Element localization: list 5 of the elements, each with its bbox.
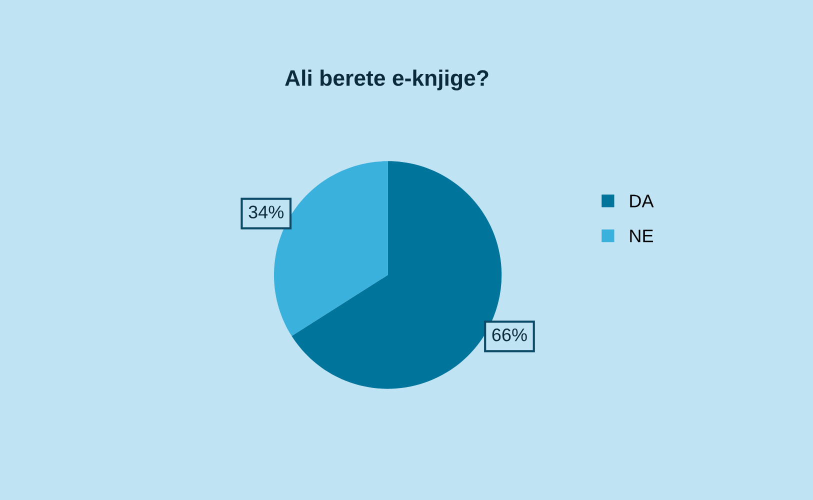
legend-label: NE	[630, 230, 653, 242]
data-label: 34%	[248, 206, 284, 218]
legend-label: DA	[630, 194, 654, 208]
chart-title: Ali berete e-knjige?	[285, 70, 488, 90]
data-label: 66%	[492, 328, 527, 342]
